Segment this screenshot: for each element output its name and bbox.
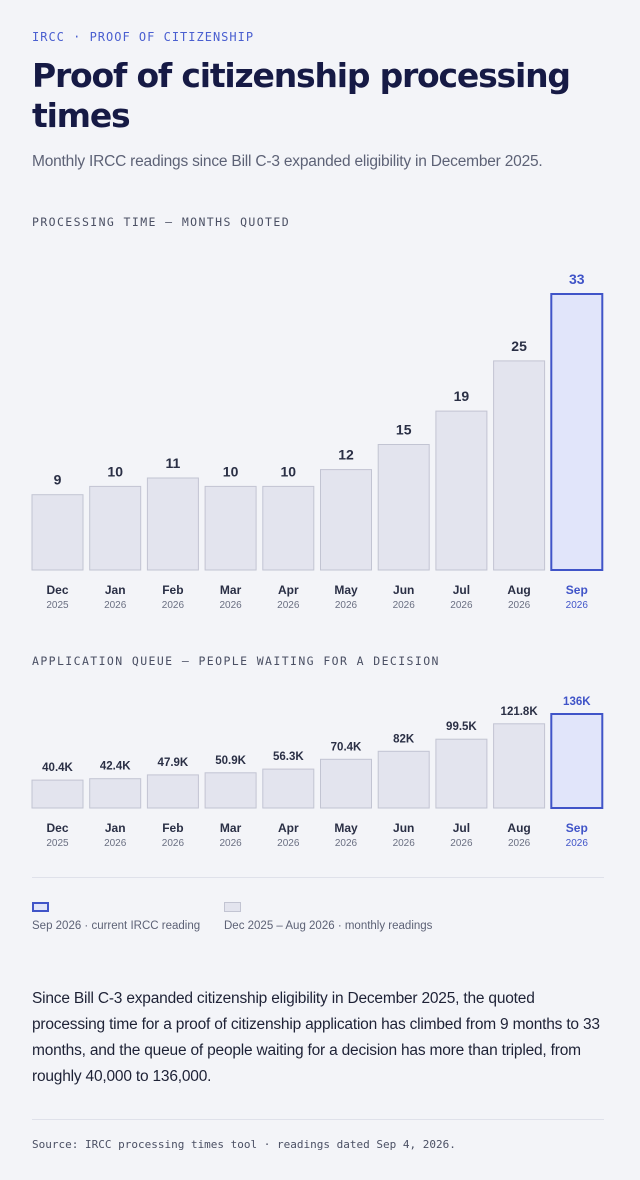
data-label: 9 — [54, 472, 62, 488]
application-queue-chart: 40.4K Dec 2025 42.4K Jan 2026 47.9K Feb 2026 50.9… — [31, 696, 604, 849]
data-label: 82K — [393, 733, 415, 745]
x-tick-label: Aug — [507, 583, 530, 597]
data-label: 12 — [338, 447, 354, 463]
x-tick-label: Apr — [278, 821, 299, 835]
data-label: 10 — [223, 463, 239, 479]
bar — [146, 477, 199, 571]
legend-swatch-current — [32, 902, 49, 912]
x-tick-year: 2026 — [162, 600, 185, 611]
data-label: 50.9K — [215, 755, 246, 767]
processing-time-label: PROCESSING TIME — MONTHS QUOTED — [32, 215, 291, 229]
x-tick-year: 2026 — [335, 600, 358, 611]
divider — [32, 1119, 604, 1120]
x-tick-label: Dec — [46, 583, 68, 597]
bar — [550, 293, 604, 571]
x-tick-year: 2026 — [508, 838, 531, 849]
x-tick-label: Sep — [566, 583, 588, 597]
bar — [31, 779, 84, 809]
page-subtitle: Monthly IRCC readings since Bill C-3 exp… — [32, 153, 543, 170]
data-label: 99.5K — [446, 721, 477, 733]
bar — [204, 485, 257, 571]
divider — [32, 877, 604, 878]
data-label: 121.8K — [501, 706, 539, 718]
application-queue-label: APPLICATION QUEUE — PEOPLE WAITING FOR A… — [32, 654, 440, 668]
legend-label-monthly: Dec 2025 – Aug 2026 · monthly readings — [224, 920, 433, 932]
bar — [146, 774, 199, 809]
data-label: 136K — [563, 696, 591, 708]
source-note: Source: IRCC processing times tool · rea… — [32, 1138, 456, 1151]
x-tick-year: 2026 — [277, 600, 300, 611]
x-tick-year: 2026 — [277, 838, 300, 849]
legend-swatch-monthly — [224, 902, 241, 912]
x-tick-label: Jun — [393, 821, 414, 835]
x-tick-label: May — [334, 821, 358, 835]
bar — [320, 469, 372, 571]
page-title: Proof of citizenship processing times — [32, 56, 571, 135]
x-tick-year: 2026 — [508, 600, 531, 611]
x-tick-year: 2026 — [335, 838, 358, 849]
x-tick-label: Jun — [393, 583, 414, 597]
bar — [31, 494, 84, 571]
bar — [550, 713, 604, 809]
data-label: 10 — [107, 463, 123, 479]
data-label: 70.4K — [331, 741, 362, 753]
x-tick-year: 2026 — [104, 600, 127, 611]
x-tick-label: Aug — [507, 821, 530, 835]
x-tick-label: Sep — [566, 821, 588, 835]
x-tick-label: Feb — [162, 821, 183, 835]
legend-label-current: Sep 2026 · current IRCC reading — [32, 920, 201, 932]
bar — [89, 778, 142, 809]
x-tick-label: Jan — [105, 583, 126, 597]
x-tick-label: Jul — [453, 821, 470, 835]
x-tick-year: 2026 — [219, 600, 242, 611]
bar — [435, 738, 488, 809]
data-label: 15 — [396, 422, 412, 438]
x-tick-year: 2026 — [566, 838, 589, 849]
x-tick-year: 2026 — [450, 838, 473, 849]
x-tick-year: 2026 — [162, 838, 185, 849]
x-tick-year: 2026 — [393, 838, 416, 849]
bar — [204, 772, 257, 809]
x-tick-year: 2026 — [104, 838, 127, 849]
x-tick-year: 2026 — [393, 600, 416, 611]
data-label: 40.4K — [42, 762, 73, 774]
data-label: 19 — [454, 388, 470, 404]
data-label: 42.4K — [100, 761, 131, 773]
x-tick-label: Jul — [453, 583, 470, 597]
x-tick-year: 2026 — [219, 838, 242, 849]
x-tick-label: Apr — [278, 583, 299, 597]
summary-paragraph: Since Bill C-3 expanded citizenship elig… — [32, 990, 600, 1085]
data-label: 11 — [165, 455, 180, 471]
x-tick-label: May — [334, 583, 358, 597]
data-label: 25 — [511, 338, 527, 354]
bar — [262, 485, 315, 571]
data-label: 33 — [569, 271, 585, 287]
bar — [377, 444, 430, 571]
x-tick-year: 2025 — [46, 838, 69, 849]
x-tick-label: Mar — [220, 821, 242, 835]
bar — [435, 410, 488, 571]
processing-time-chart: 9 Dec 2025 10 Jan 2026 11 Feb 2026 10 Mar 2026 10 Apr… — [31, 271, 604, 611]
bar — [493, 360, 546, 571]
bar — [262, 768, 315, 809]
x-tick-label: Mar — [220, 583, 242, 597]
x-tick-year: 2025 — [46, 600, 69, 611]
bar — [89, 485, 142, 571]
x-tick-year: 2026 — [566, 600, 589, 611]
x-tick-label: Dec — [46, 821, 68, 835]
data-label: 10 — [281, 463, 297, 479]
eyebrow: IRCC · PROOF OF CITIZENSHIP — [32, 30, 255, 44]
bar — [377, 750, 430, 809]
data-label: 47.9K — [158, 757, 189, 769]
x-tick-year: 2026 — [450, 600, 473, 611]
bar — [493, 723, 546, 809]
x-tick-label: Jan — [105, 821, 126, 835]
x-tick-label: Feb — [162, 583, 183, 597]
data-label: 56.3K — [273, 751, 304, 763]
bar — [320, 758, 372, 809]
